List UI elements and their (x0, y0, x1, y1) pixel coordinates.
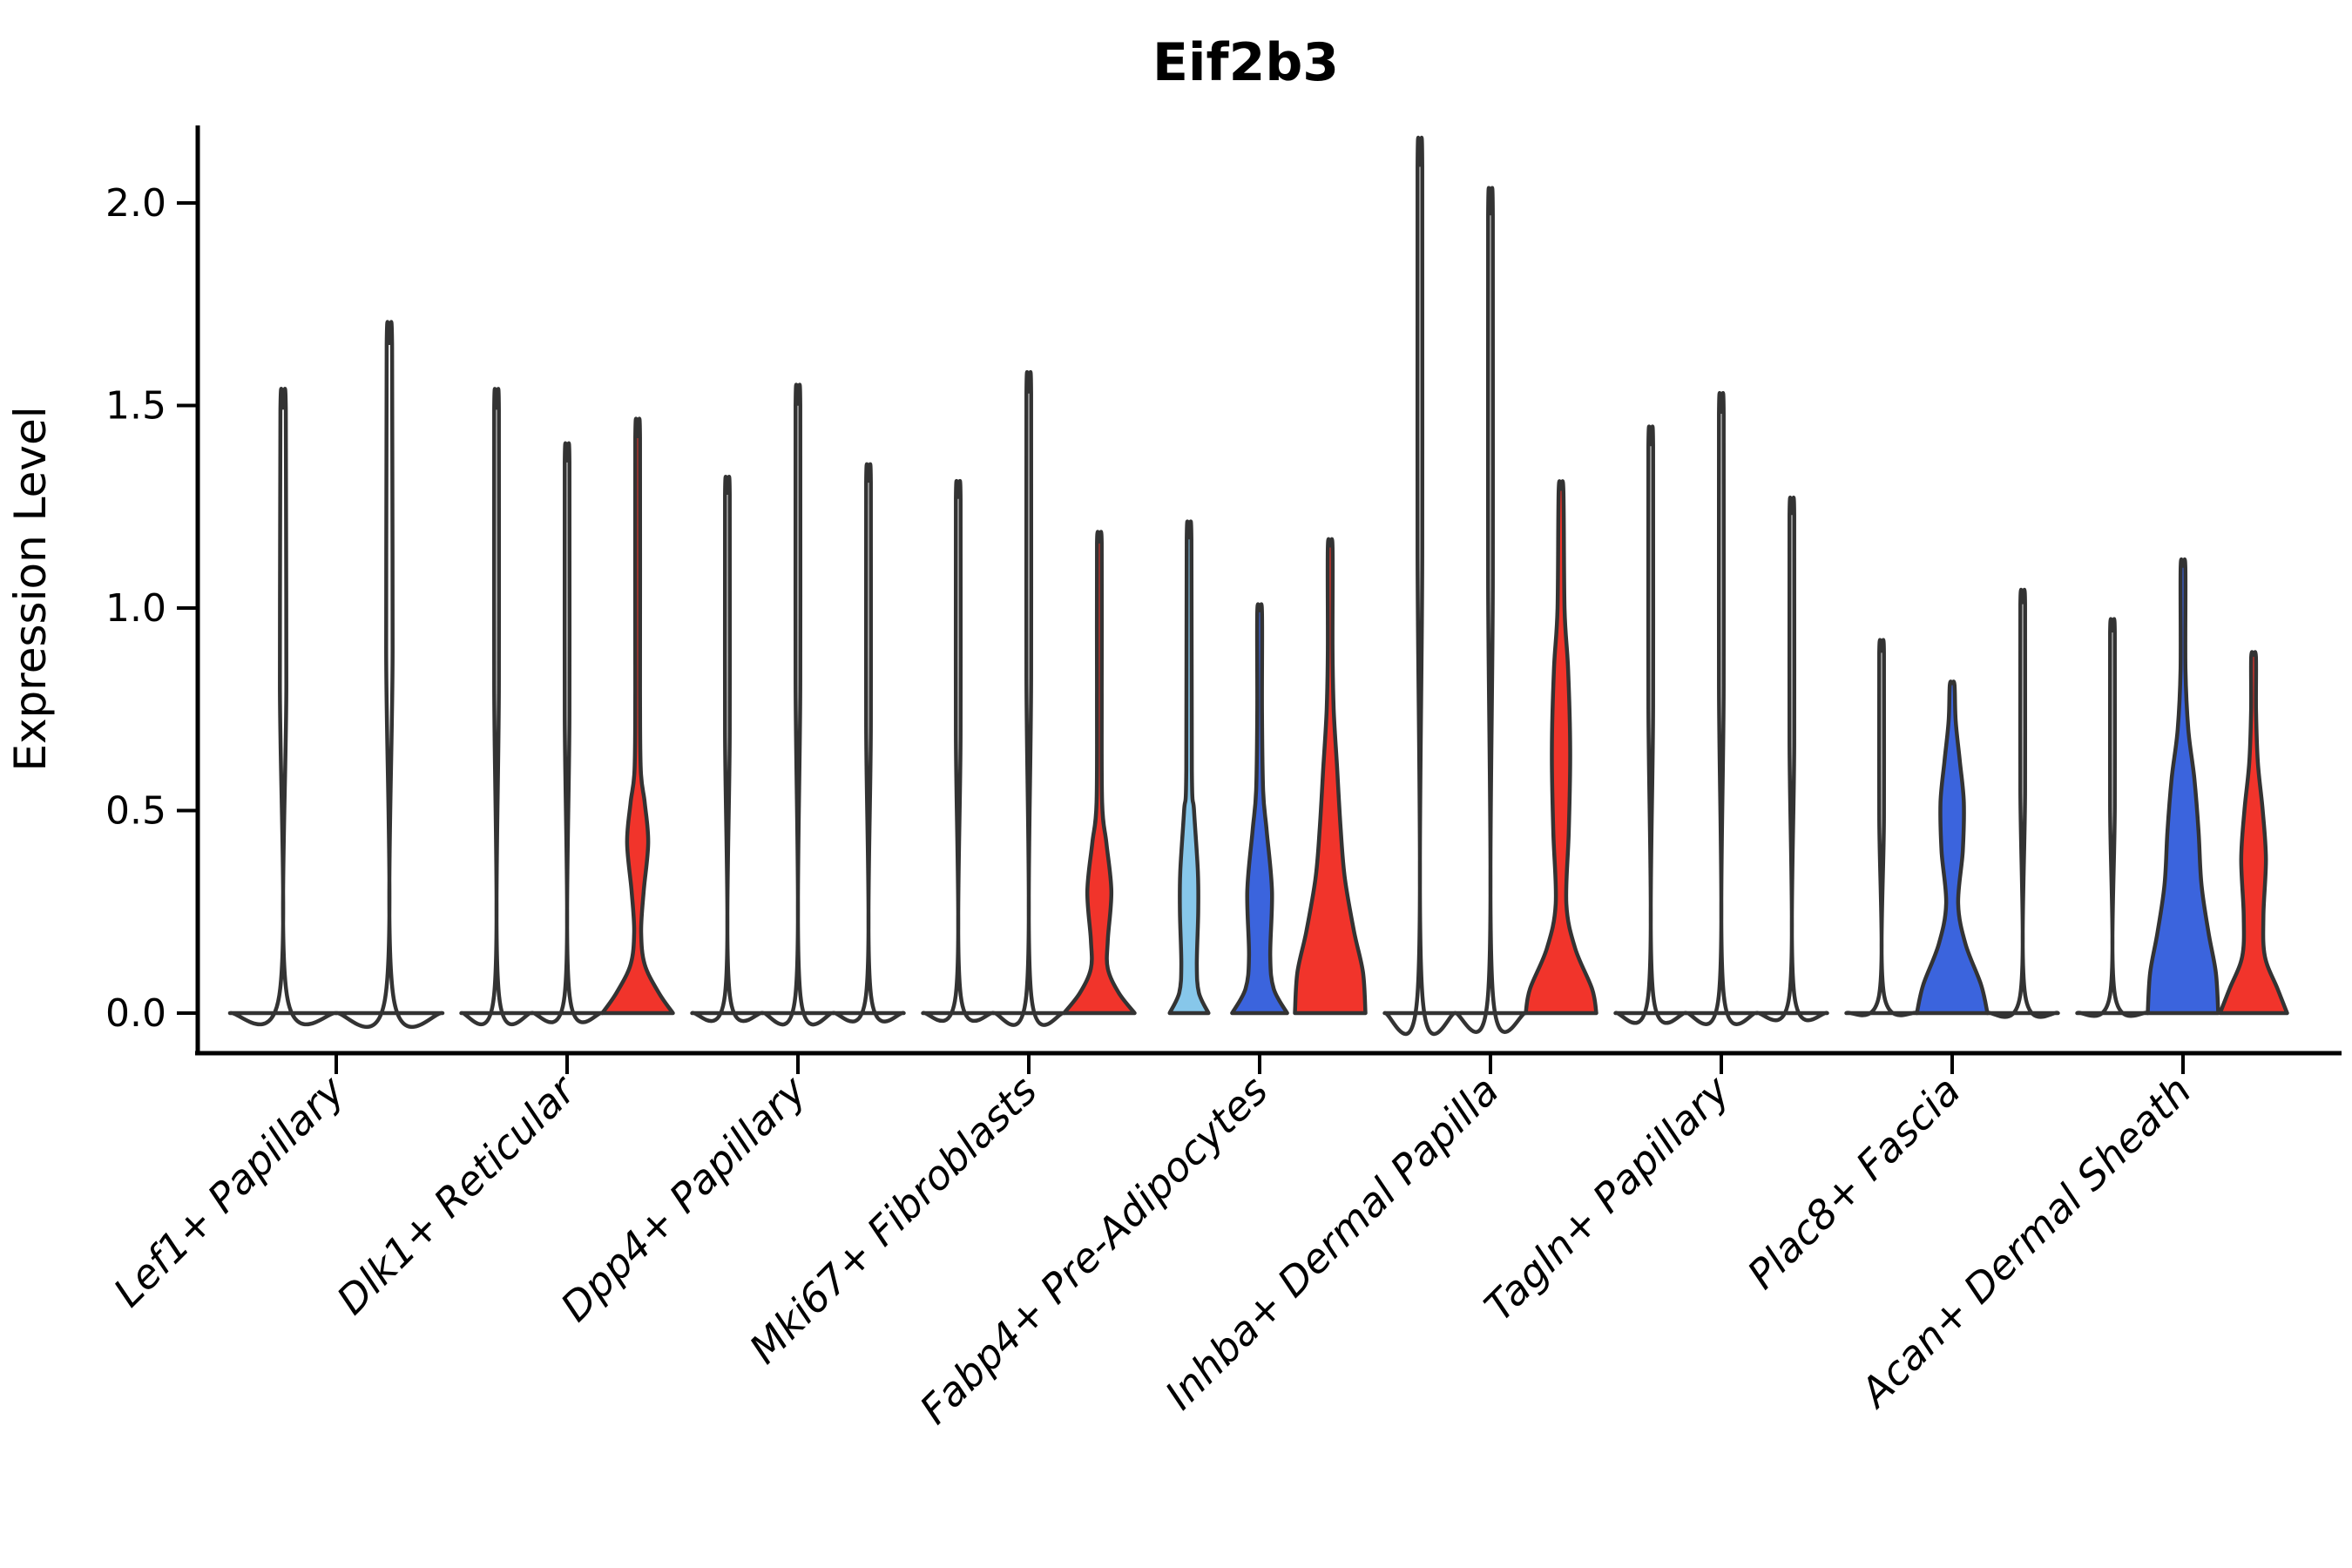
y-axis-label: Expression Level (5, 406, 56, 771)
violin-lef1-papillary-1 (227, 387, 339, 1027)
y-tick-label-0.0: 0.0 (105, 991, 166, 1036)
violin-tagln-papillary-2 (1684, 391, 1759, 1026)
x-tick-label-tagln-papillary: Tagln+ Papillary (1475, 1066, 1739, 1330)
x-tick-label-dpp4-papillary: Dpp4+ Papillary (551, 1066, 815, 1330)
violin-plac8-fascia-2 (1915, 679, 1990, 1016)
violin-tagln-papillary-3 (1754, 496, 1829, 1023)
violin-inhba-dermal-papilla-2 (1453, 186, 1528, 1034)
y-tick-label-1.5: 1.5 (105, 384, 166, 429)
violin-dlk1-reticular-3 (600, 416, 675, 1016)
y-axis-ticks: 0.0 0.5 1.0 1.5 2.0 (105, 181, 198, 1036)
x-tick-label-dlk1-reticular: Dlk1+ Reticular (328, 1064, 586, 1323)
violin-tagln-papillary-1 (1613, 424, 1688, 1025)
violin-dpp4-papillary-2 (760, 382, 835, 1027)
violin-inhba-dermal-papilla-3 (1524, 479, 1598, 1016)
plot-title: Eif2b3 (1152, 32, 1339, 93)
violin-dpp4-papillary-1 (690, 475, 765, 1024)
violin-inhba-dermal-papilla-1 (1382, 136, 1457, 1037)
violin-plac8-fascia-3 (1985, 587, 2060, 1019)
violin-mki67-fibroblasts-1 (921, 479, 996, 1024)
violin-dlk1-reticular-1 (459, 387, 534, 1027)
violin-lef1-papillary-2 (334, 320, 445, 1030)
violin-plac8-fascia-1 (1844, 638, 1919, 1017)
violin-acan-dermal-sheath-1 (2075, 617, 2150, 1018)
violin-acan-dermal-sheath-2 (2146, 557, 2220, 1016)
violins-layer (227, 136, 2289, 1037)
y-tick-label-1.0: 1.0 (105, 586, 166, 631)
x-tick-label-plac8-fascia: Plac8+ Fascia (1738, 1067, 1969, 1298)
y-tick-label-2.0: 2.0 (105, 181, 166, 226)
violin-fabp4-pre-adipocytes-2 (1230, 602, 1289, 1016)
violin-mki67-fibroblasts-2 (991, 369, 1066, 1027)
violin-mki67-fibroblasts-3 (1062, 530, 1137, 1016)
violin-acan-dermal-sheath-3 (2218, 650, 2289, 1016)
violin-dlk1-reticular-2 (530, 441, 605, 1024)
x-tick-label-lef1-papillary: Lef1+ Papillary (105, 1066, 354, 1315)
violin-dpp4-papillary-3 (831, 462, 906, 1024)
violin-fabp4-pre-adipocytes-3 (1293, 537, 1368, 1016)
violin-fabp4-pre-adipocytes-1 (1167, 519, 1211, 1016)
y-tick-label-0.5: 0.5 (105, 789, 166, 834)
